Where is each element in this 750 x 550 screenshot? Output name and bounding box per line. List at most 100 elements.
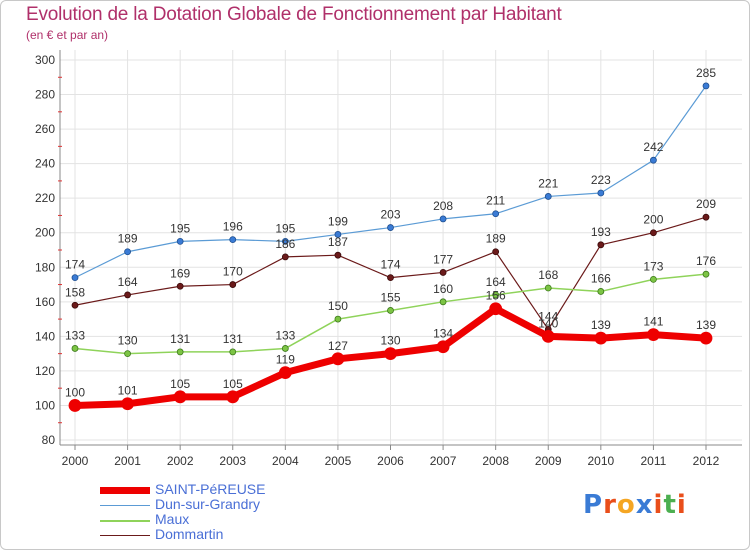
data-label-dommartin: 177 xyxy=(433,252,453,266)
data-point-maux xyxy=(334,315,342,323)
legend-label-dommartin: Dommartin xyxy=(155,526,224,542)
data-point-dun-sur-grandry xyxy=(281,237,289,245)
x-tick-label: 2004 xyxy=(272,454,299,468)
data-point-saint-p-reuse xyxy=(278,366,292,380)
data-label-saint-p-reuse: 105 xyxy=(170,377,190,391)
data-point-maux xyxy=(702,270,710,278)
data-label-maux: 176 xyxy=(696,254,716,268)
data-label-dun-sur-grandry: 174 xyxy=(65,258,85,272)
data-label-dun-sur-grandry: 203 xyxy=(380,208,400,222)
data-point-dommartin xyxy=(492,248,500,256)
data-point-saint-p-reuse xyxy=(68,399,82,412)
data-label-saint-p-reuse: 156 xyxy=(486,289,506,303)
data-label-maux: 160 xyxy=(433,282,453,296)
plot-area xyxy=(60,50,742,445)
data-label-maux: 133 xyxy=(65,328,85,342)
data-label-dun-sur-grandry: 242 xyxy=(643,140,663,154)
data-point-dun-sur-grandry xyxy=(439,215,447,223)
proxiti-logo: Proxiti xyxy=(583,490,687,520)
data-label-maux: 166 xyxy=(591,271,611,285)
data-label-dommartin: 174 xyxy=(380,258,400,272)
data-label-saint-p-reuse: 105 xyxy=(223,377,243,391)
data-point-maux xyxy=(229,348,237,356)
data-label-dommartin: 164 xyxy=(118,275,138,289)
x-tick-label: 2003 xyxy=(219,454,246,468)
data-label-maux: 155 xyxy=(380,290,400,304)
data-label-maux: 150 xyxy=(328,299,348,313)
data-label-saint-p-reuse: 119 xyxy=(276,353,295,367)
data-label-dun-sur-grandry: 199 xyxy=(328,214,348,228)
legend-label-saint-pereuse: SAINT-PéREUSE xyxy=(155,481,266,497)
data-label-dommartin: 209 xyxy=(696,197,716,211)
data-label-dommartin: 186 xyxy=(275,237,295,251)
data-label-maux: 173 xyxy=(643,259,663,273)
data-label-dommartin: 200 xyxy=(643,213,663,227)
data-label-dun-sur-grandry: 223 xyxy=(591,173,611,187)
data-point-maux xyxy=(544,284,552,292)
y-tick-label: 220 xyxy=(35,191,55,205)
x-tick-label: 2002 xyxy=(167,454,194,468)
data-label-saint-p-reuse: 130 xyxy=(380,334,400,348)
y-tick-label: 300 xyxy=(35,53,55,67)
x-tick-label: 2011 xyxy=(641,454,667,468)
x-tick-label: 2006 xyxy=(377,454,404,468)
data-label-maux: 133 xyxy=(275,328,295,342)
data-label-dommartin: 158 xyxy=(65,285,85,299)
data-label-dun-sur-grandry: 221 xyxy=(538,176,558,190)
data-point-dun-sur-grandry xyxy=(492,210,500,218)
y-tick-label: 240 xyxy=(35,157,55,171)
data-label-saint-p-reuse: 127 xyxy=(328,339,348,353)
y-tick-label: 100 xyxy=(35,398,55,412)
x-tick-label: 2007 xyxy=(430,454,457,468)
data-point-dun-sur-grandry xyxy=(176,237,184,245)
data-point-saint-p-reuse xyxy=(489,302,503,316)
data-point-dommartin xyxy=(597,241,605,249)
data-point-maux xyxy=(597,288,605,295)
data-label-dun-sur-grandry: 285 xyxy=(696,66,716,80)
data-point-maux xyxy=(281,345,289,352)
logo-letter: r xyxy=(603,490,617,520)
data-point-saint-p-reuse xyxy=(121,397,134,411)
data-label-maux: 164 xyxy=(486,275,506,289)
legend-swatch-saint-pereuse xyxy=(100,487,150,494)
legend-swatch-dommartin xyxy=(100,535,150,536)
data-point-dommartin xyxy=(439,269,447,276)
data-point-dun-sur-grandry xyxy=(334,231,342,238)
data-label-maux: 131 xyxy=(170,332,190,346)
data-point-dun-sur-grandry xyxy=(387,224,394,231)
data-point-maux xyxy=(387,307,394,314)
x-tick-label: 2009 xyxy=(535,454,562,468)
x-tick-label: 2012 xyxy=(693,454,720,468)
x-tick-label: 2008 xyxy=(482,454,509,468)
data-point-maux xyxy=(439,298,447,306)
data-point-saint-p-reuse xyxy=(699,331,713,345)
data-point-dommartin xyxy=(229,281,237,288)
chart-title: Evolution de la Dotation Globale de Fonc… xyxy=(26,4,562,25)
logo-letter: o xyxy=(616,490,636,520)
x-tick-label: 2010 xyxy=(587,454,614,468)
data-label-saint-p-reuse: 139 xyxy=(591,318,611,332)
logo-letter: i xyxy=(653,490,664,520)
data-label-maux: 130 xyxy=(118,334,138,348)
legend-swatch-dun-sur-grandry xyxy=(100,505,150,506)
data-point-saint-p-reuse xyxy=(541,329,555,343)
data-label-dun-sur-grandry: 196 xyxy=(223,220,243,234)
data-point-dun-sur-grandry xyxy=(544,193,552,200)
data-label-dommartin: 170 xyxy=(223,265,243,279)
y-tick-label: 80 xyxy=(42,433,56,447)
data-point-maux xyxy=(71,345,79,352)
data-point-dun-sur-grandry xyxy=(597,189,605,197)
data-point-dun-sur-grandry xyxy=(229,236,237,244)
data-label-dun-sur-grandry: 208 xyxy=(433,199,453,213)
y-tick-label: 120 xyxy=(35,364,55,378)
y-tick-label: 200 xyxy=(35,226,55,240)
data-point-saint-p-reuse xyxy=(226,390,240,404)
data-point-maux xyxy=(176,348,184,356)
data-point-dommartin xyxy=(124,291,131,299)
x-tick-label: 2005 xyxy=(325,454,352,468)
data-label-maux: 131 xyxy=(223,332,243,346)
data-point-saint-p-reuse xyxy=(647,328,660,342)
data-point-maux xyxy=(492,291,500,299)
data-label-dun-sur-grandry: 195 xyxy=(170,221,190,235)
